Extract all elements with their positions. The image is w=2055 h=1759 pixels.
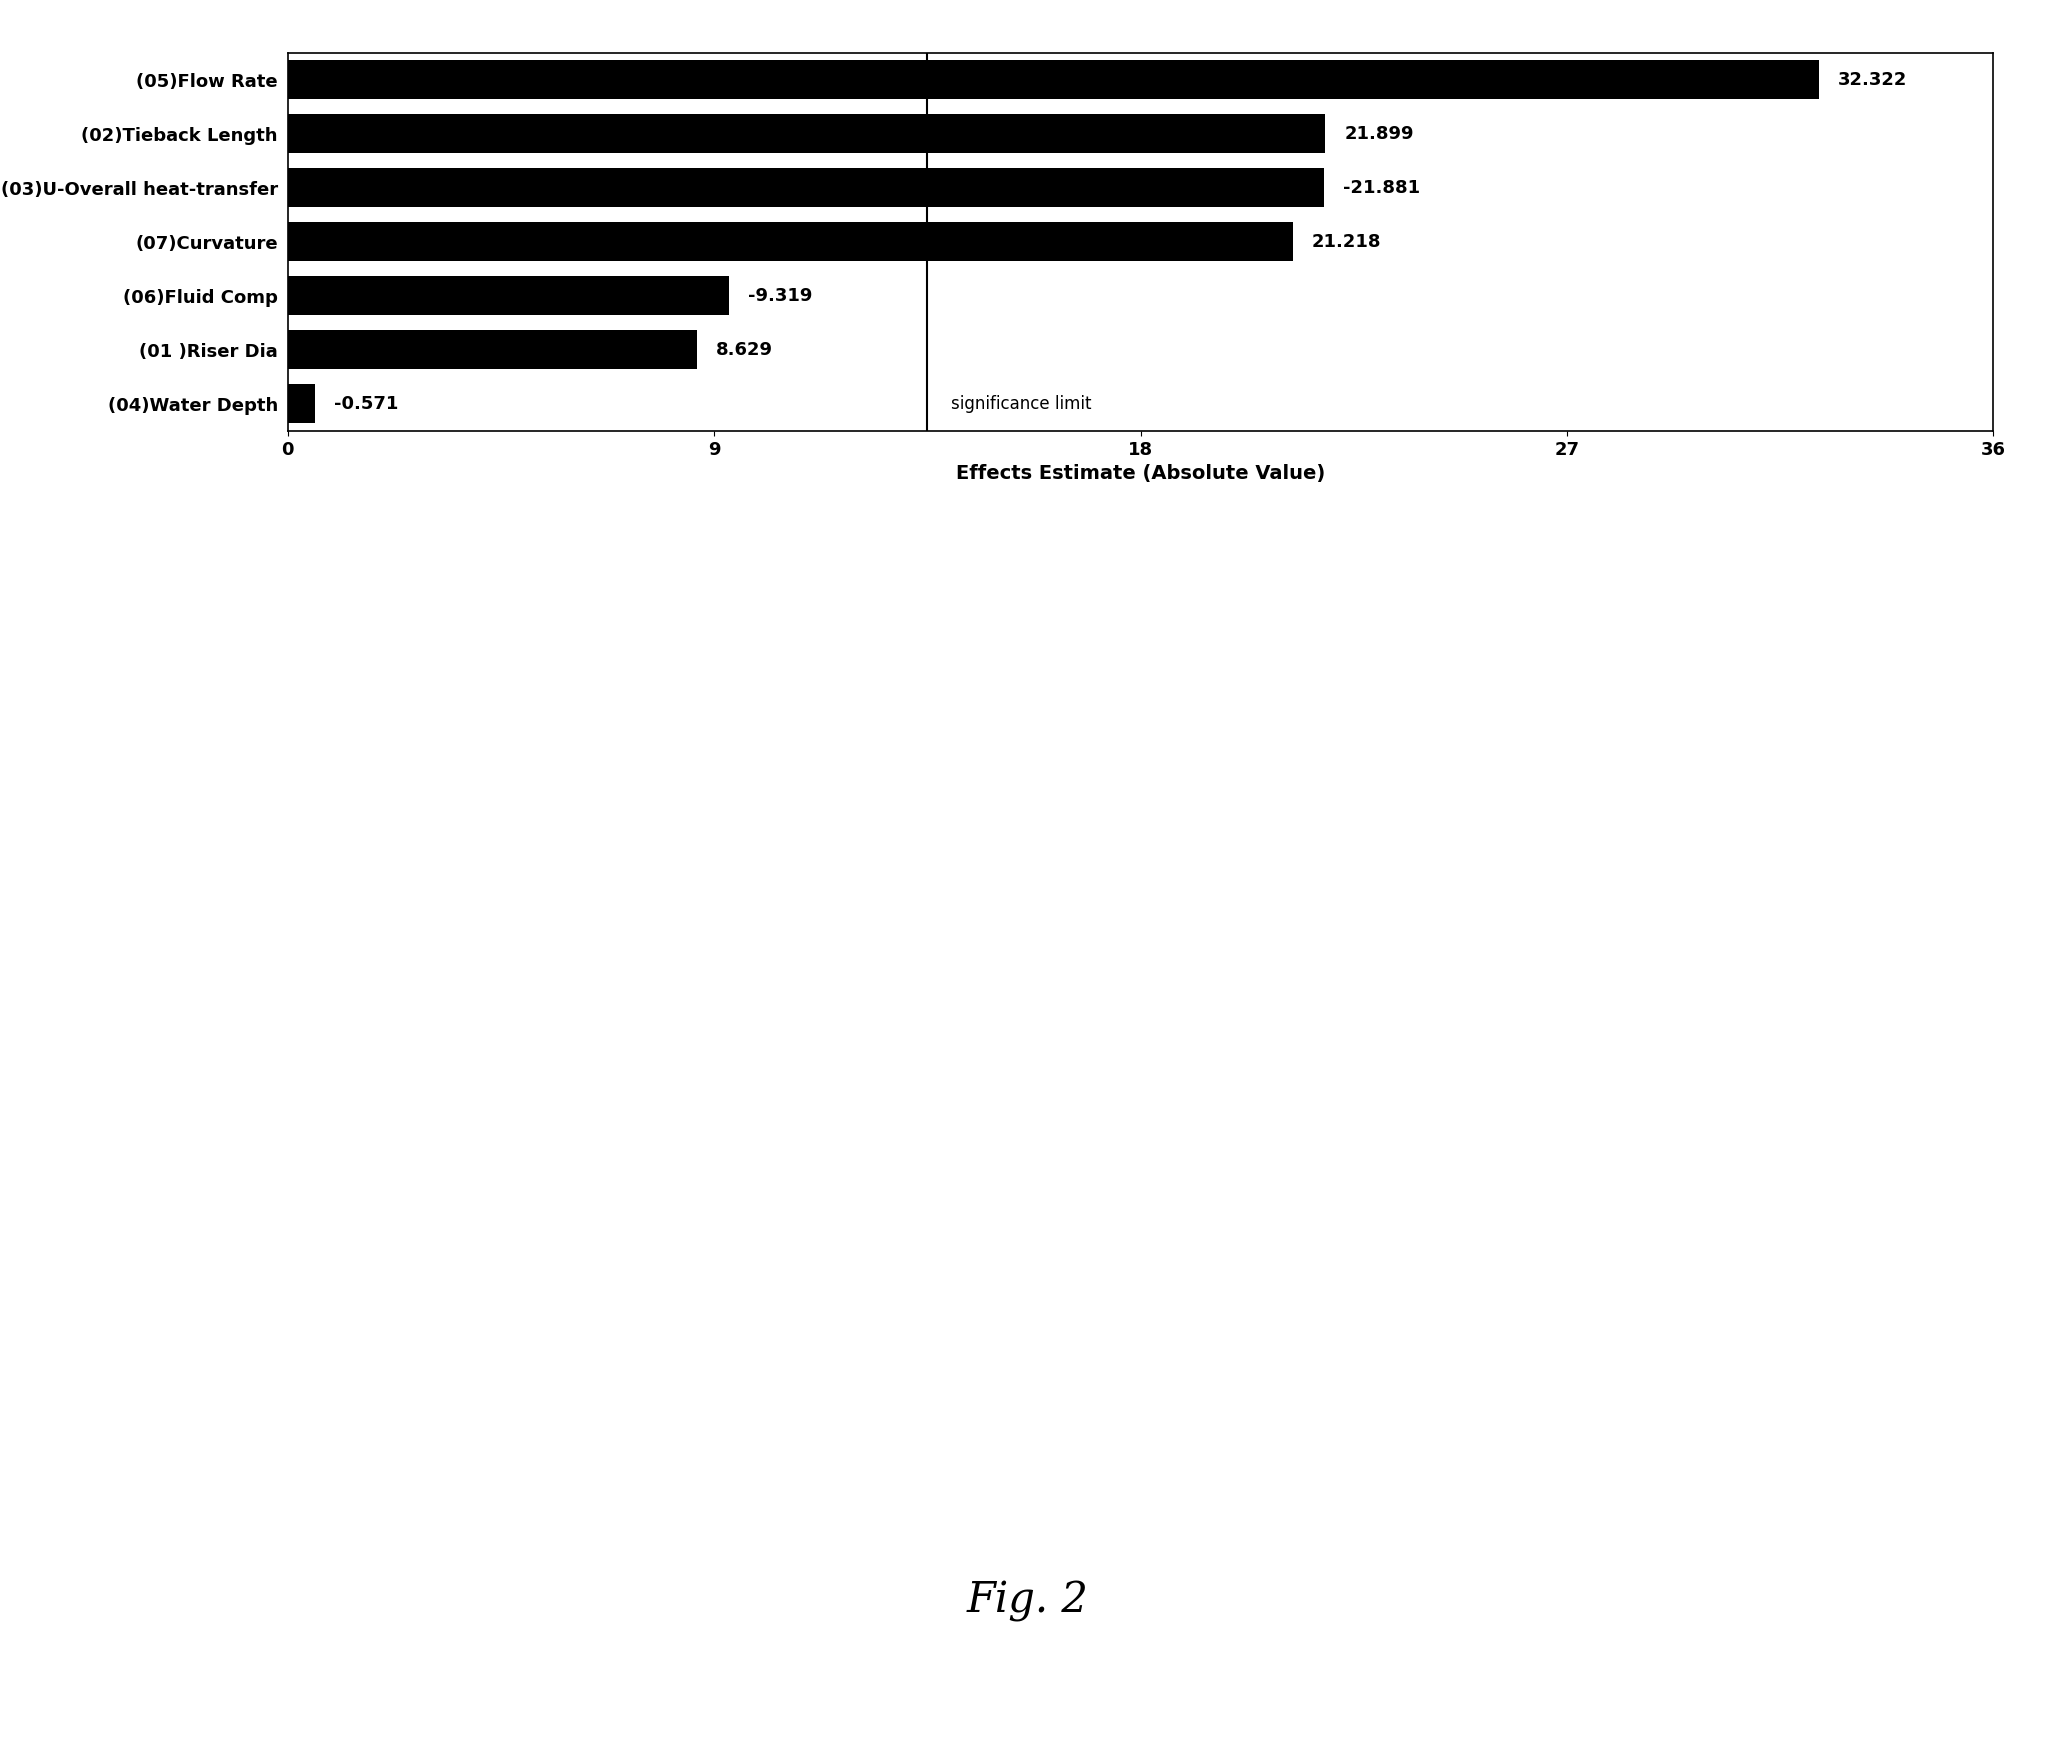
Text: 21.218: 21.218 (1311, 232, 1381, 252)
Bar (288, 60, 1819, 99)
Bar (288, 331, 697, 369)
Bar (288, 222, 1293, 262)
Text: 21.899: 21.899 (1344, 125, 1414, 142)
Bar (288, 114, 1325, 153)
X-axis label: Effects Estimate (Absolute Value): Effects Estimate (Absolute Value) (956, 464, 1325, 484)
Text: -0.571: -0.571 (333, 396, 399, 413)
Bar (288, 276, 730, 315)
Bar (288, 169, 1323, 208)
Text: significance limit: significance limit (951, 396, 1091, 413)
Text: 8.629: 8.629 (715, 341, 773, 359)
Text: Fig. 2: Fig. 2 (966, 1580, 1089, 1622)
Text: -9.319: -9.319 (748, 287, 812, 304)
Bar (288, 385, 314, 424)
Text: -21.881: -21.881 (1344, 179, 1420, 197)
Text: 32.322: 32.322 (1837, 70, 1907, 88)
